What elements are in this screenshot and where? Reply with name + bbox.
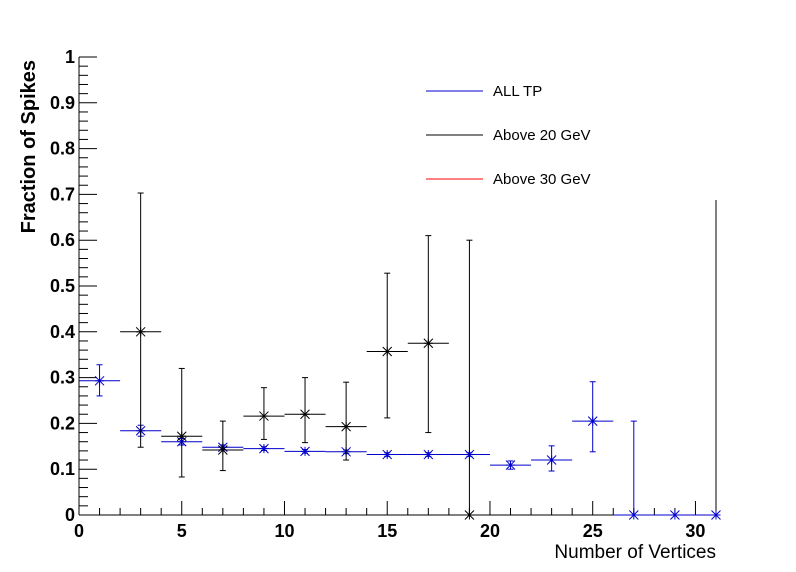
data-point bbox=[284, 377, 326, 444]
data-point bbox=[366, 272, 408, 419]
x-tick-label: 15 bbox=[377, 521, 397, 541]
data-point bbox=[243, 443, 285, 454]
data-point bbox=[366, 449, 408, 460]
data-point bbox=[695, 510, 721, 520]
y-axis-title: Fraction of Spikes bbox=[18, 60, 40, 233]
data-point bbox=[407, 235, 449, 434]
x-tick-label: 30 bbox=[685, 521, 705, 541]
y-tick-label: 1 bbox=[65, 47, 75, 67]
legend-label: Above 30 GeV bbox=[493, 171, 591, 188]
data-point bbox=[654, 510, 696, 520]
x-tick-label: 5 bbox=[177, 521, 187, 541]
data-point bbox=[489, 460, 532, 470]
x-tick-label: 20 bbox=[480, 521, 500, 541]
data-point bbox=[202, 420, 244, 472]
y-tick-label: 0.4 bbox=[50, 322, 75, 342]
series-1 bbox=[120, 192, 490, 520]
y-tick-label: 0.3 bbox=[50, 368, 75, 388]
y-tick-label: 0 bbox=[65, 505, 75, 525]
y-tick-label: 0.9 bbox=[50, 93, 75, 113]
legend-entry: ALL TP bbox=[426, 83, 542, 100]
data-point bbox=[161, 367, 203, 478]
data-point bbox=[531, 445, 573, 472]
legend-label: Above 20 GeV bbox=[493, 127, 591, 144]
data-point bbox=[325, 381, 367, 461]
axis-ticks: 00.10.20.30.40.50.60.70.80.910 5 10 15 20 25 3… bbox=[50, 47, 717, 541]
legend-entry: Above 20 GeV bbox=[426, 127, 591, 144]
data-point bbox=[79, 364, 121, 397]
data-point bbox=[120, 192, 162, 448]
data-point bbox=[448, 239, 490, 520]
x-tick-label: 10 bbox=[274, 521, 294, 541]
legend-entry: Above 30 GeV bbox=[426, 171, 591, 188]
data-series bbox=[79, 192, 721, 520]
y-tick-label: 0.2 bbox=[50, 413, 75, 433]
plot-frame bbox=[78, 57, 717, 516]
y-tick-label: 0.7 bbox=[50, 184, 75, 204]
y-tick-label: 0.6 bbox=[50, 230, 75, 250]
data-point bbox=[407, 449, 449, 460]
x-tick-label: 0 bbox=[74, 521, 84, 541]
data-point bbox=[243, 387, 285, 440]
legend-label: ALL TP bbox=[493, 83, 542, 100]
y-tick-label: 0.8 bbox=[50, 139, 75, 159]
y-tick-label: 0.1 bbox=[50, 459, 75, 479]
legend: ALL TP Above 20 GeV Above 30 GeV bbox=[426, 83, 591, 188]
y-tick-label: 0.5 bbox=[50, 276, 75, 296]
x-tick-label: 25 bbox=[583, 521, 603, 541]
x-axis-title: Number of Vertices bbox=[554, 542, 716, 563]
series-0 bbox=[79, 364, 721, 520]
data-point bbox=[572, 381, 614, 453]
data-point bbox=[613, 420, 655, 520]
data-point bbox=[284, 446, 326, 457]
